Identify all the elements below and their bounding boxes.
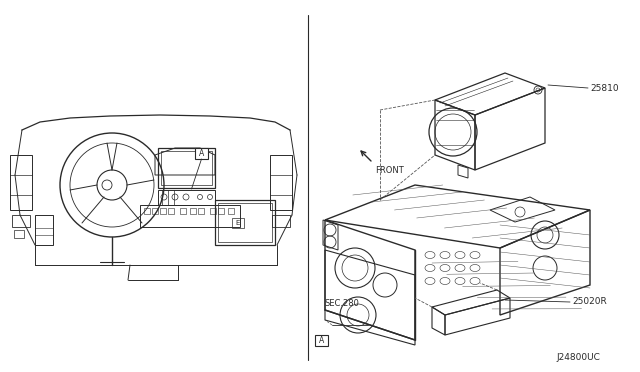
Bar [152,208,158,214]
Bar [161,151,212,185]
Text: 25020R: 25020R [572,298,607,307]
Text: A: A [319,336,324,345]
Bar [14,230,24,238]
Bar [210,208,216,214]
Bar [12,215,30,227]
Bar [218,203,272,242]
Bar [180,208,186,214]
Bar [270,155,292,210]
Text: 25810: 25810 [590,83,619,93]
Bar [158,190,215,205]
Bar [228,208,234,214]
Bar [190,208,196,214]
Text: J24800UC: J24800UC [556,353,600,362]
Bar [198,208,204,214]
Bar [144,208,150,214]
Bar [35,215,53,245]
Bar [140,205,240,227]
Bar [10,155,32,210]
Bar [272,215,290,227]
Bar [218,208,224,214]
Text: E: E [236,220,240,226]
Text: A: A [199,149,204,158]
Text: FRONT: FRONT [375,166,404,174]
Bar [215,200,275,245]
Bar [232,218,244,228]
Bar [158,148,215,188]
Bar [160,208,166,214]
Bar [315,335,328,346]
Bar [195,148,208,159]
Bar [168,208,174,214]
Text: SEC.280: SEC.280 [325,299,360,308]
